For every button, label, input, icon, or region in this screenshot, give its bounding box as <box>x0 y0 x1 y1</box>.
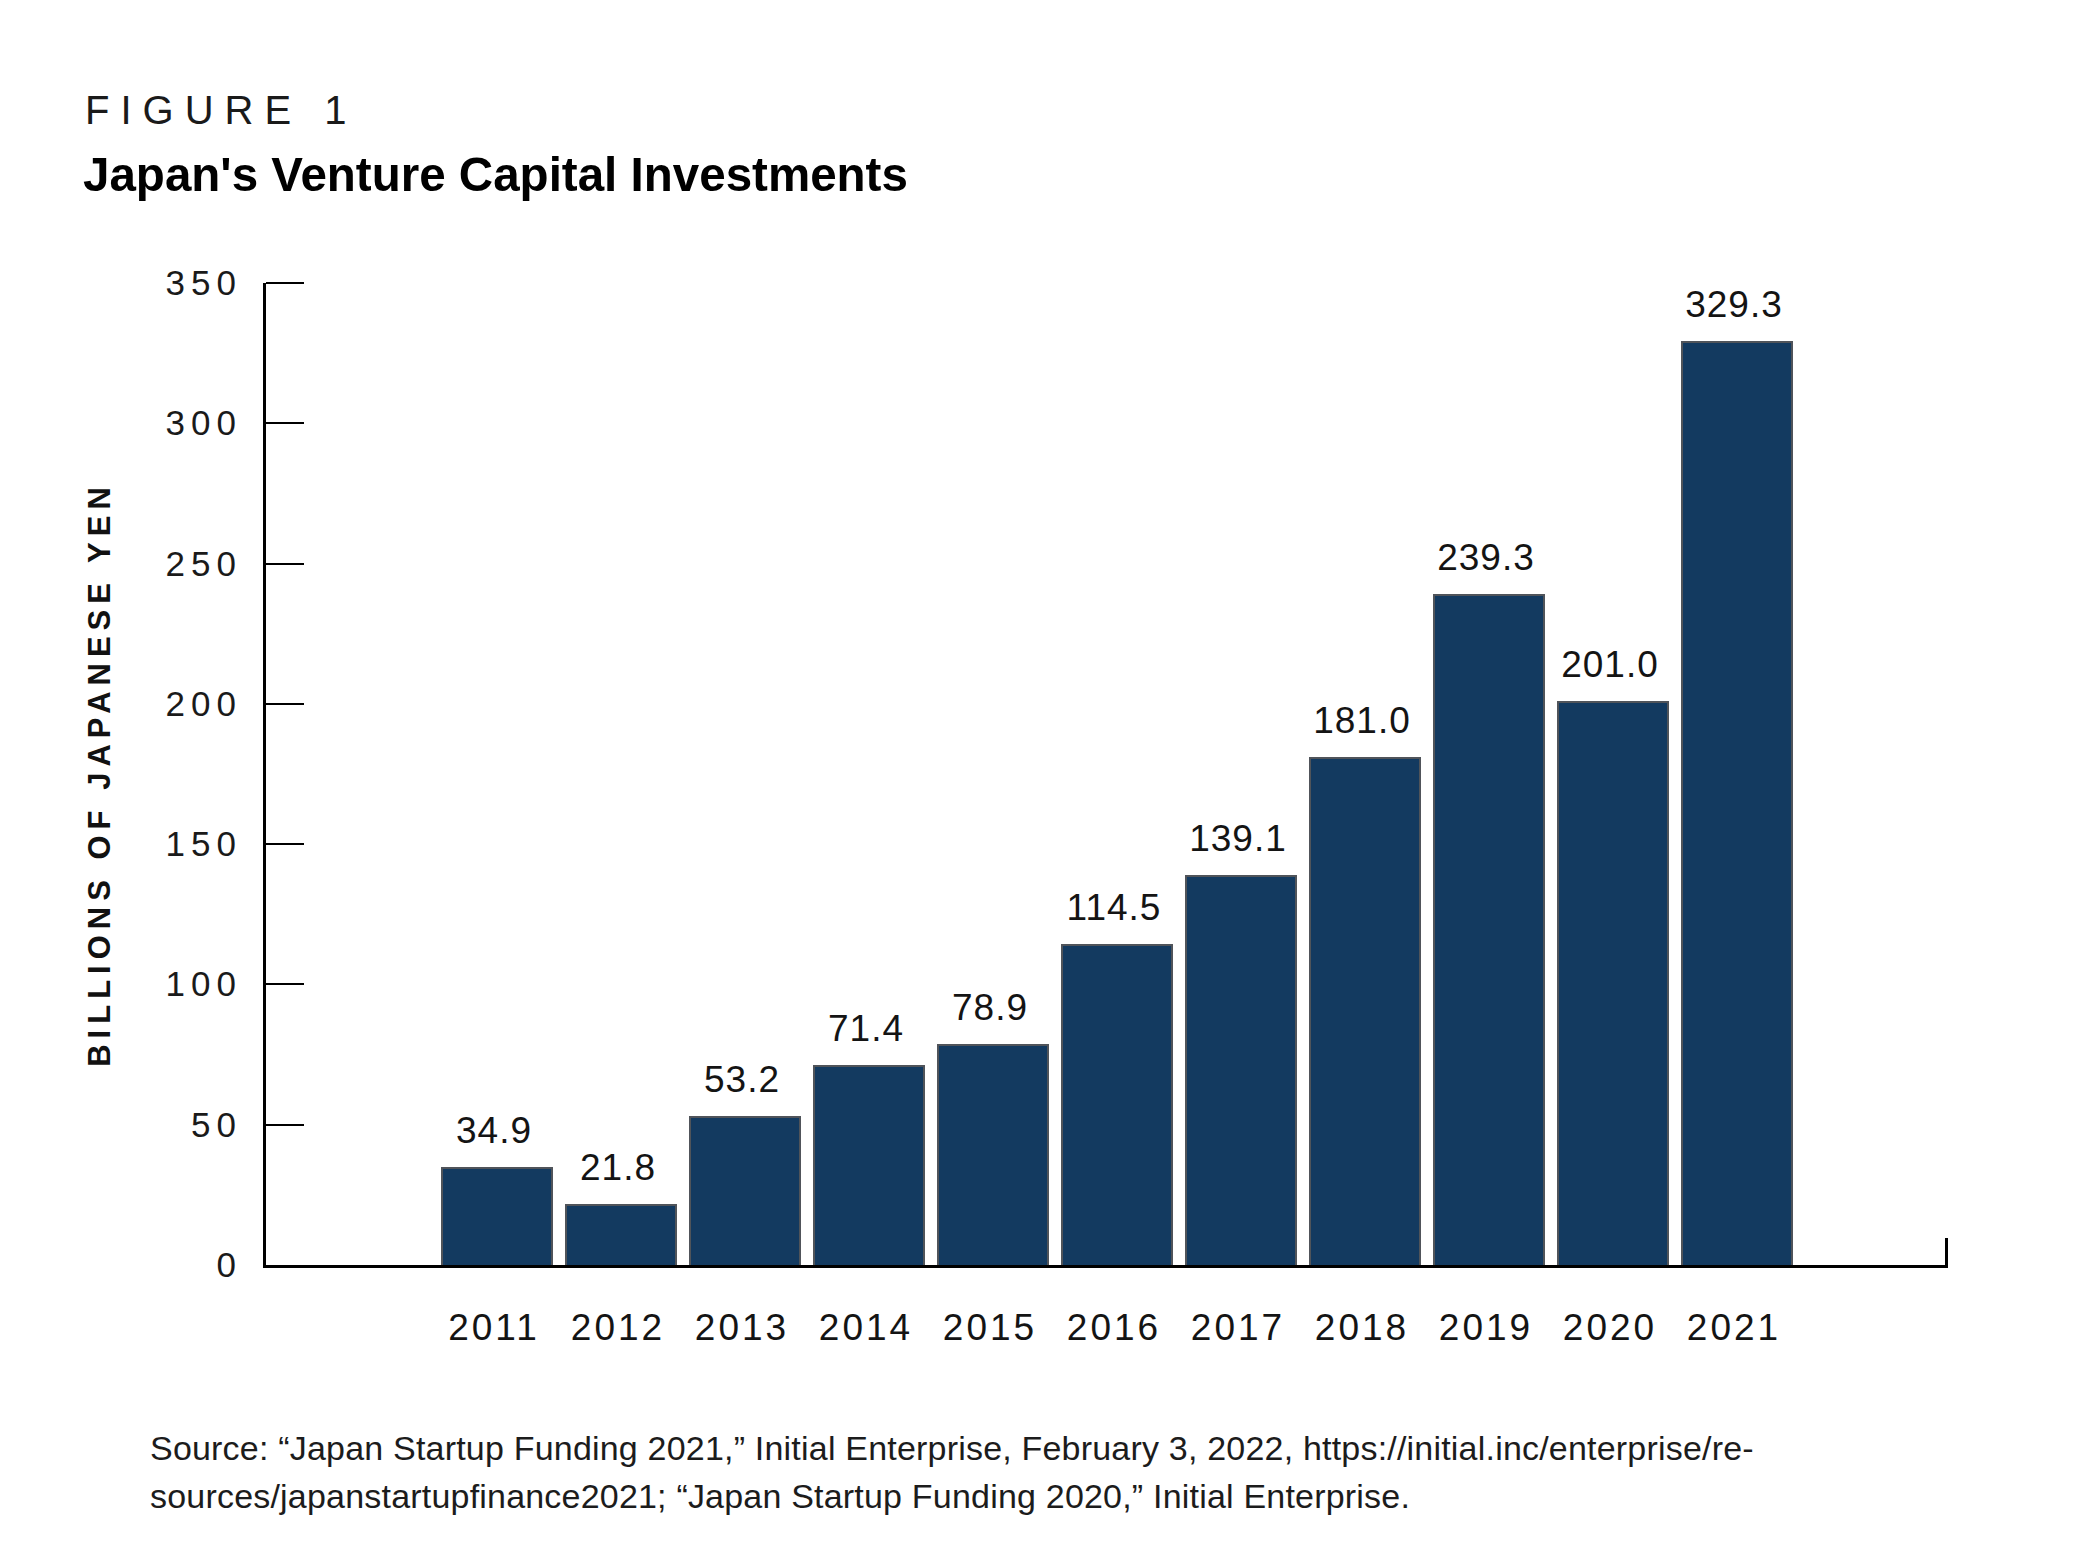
bar-2019 <box>1433 594 1545 1265</box>
y-tick-label-200: 200 <box>20 682 242 726</box>
bar-value-label-2017: 139.1 <box>1138 817 1338 861</box>
bar-2012 <box>565 1204 677 1265</box>
y-tick-label-150: 150 <box>20 822 242 866</box>
y-tick-label-50: 50 <box>20 1103 242 1147</box>
figure-title: Japan's Venture Capital Investments <box>83 146 908 202</box>
bar-2015 <box>937 1044 1049 1265</box>
bar-value-label-2012: 21.8 <box>518 1146 718 1190</box>
bar-value-label-2018: 181.0 <box>1262 699 1462 743</box>
bar-2021 <box>1681 341 1793 1265</box>
y-tick-label-350: 350 <box>20 261 242 305</box>
bar-value-label-2020: 201.0 <box>1510 643 1710 687</box>
x-axis-end-tick <box>1945 1238 1948 1265</box>
figure-label: FIGURE 1 <box>85 88 357 133</box>
y-tick-250 <box>266 563 304 565</box>
y-tick-150 <box>266 843 304 845</box>
y-tick-label-100: 100 <box>20 962 242 1006</box>
y-tick-label-300: 300 <box>20 401 242 445</box>
y-tick-350 <box>266 282 304 284</box>
x-tick-label-2021: 2021 <box>1634 1305 1834 1351</box>
y-tick-100 <box>266 983 304 985</box>
source-note: Source: “Japan Startup Funding 2021,” In… <box>150 1424 1950 1520</box>
bar-value-label-2016: 114.5 <box>1014 886 1214 930</box>
y-tick-label-0: 0 <box>20 1243 242 1287</box>
y-tick-200 <box>266 703 304 705</box>
y-tick-50 <box>266 1124 304 1126</box>
bar-value-label-2015: 78.9 <box>890 986 1090 1030</box>
source-line-2: sources/japanstartupfinance2021; “Japan … <box>150 1472 1950 1520</box>
bar-2017 <box>1185 875 1297 1265</box>
bar-value-label-2019: 239.3 <box>1386 536 1586 580</box>
bar-2020 <box>1557 701 1669 1265</box>
y-tick-300 <box>266 422 304 424</box>
source-line-1: Source: “Japan Startup Funding 2021,” In… <box>150 1424 1950 1472</box>
figure-page: FIGURE 1 Japan's Venture Capital Investm… <box>0 0 2084 1557</box>
y-tick-label-250: 250 <box>20 542 242 586</box>
bar-value-label-2021: 329.3 <box>1634 283 1834 327</box>
bar-2013 <box>689 1116 801 1265</box>
bar-value-label-2013: 53.2 <box>642 1058 842 1102</box>
